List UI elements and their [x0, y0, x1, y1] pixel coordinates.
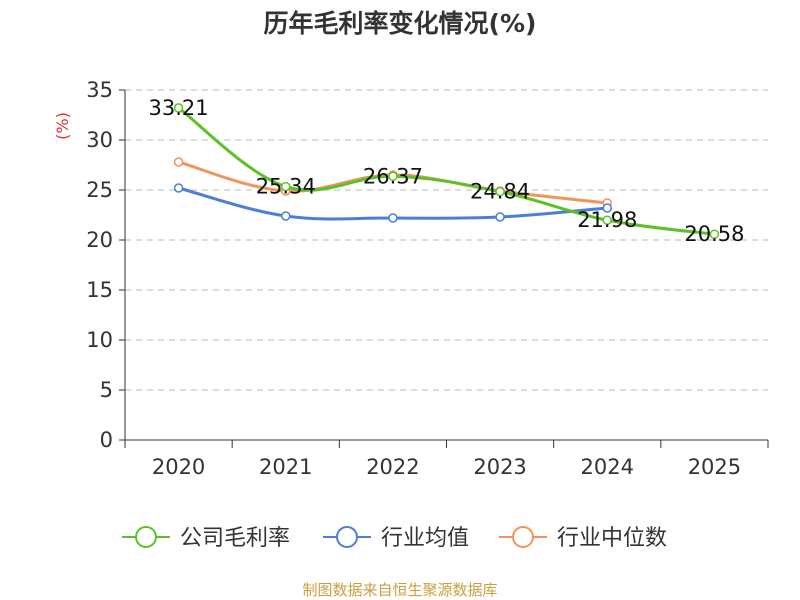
data-point [388, 213, 398, 223]
x-tick-label: 2023 [473, 455, 526, 479]
y-tick-label: 10 [86, 328, 113, 352]
data-point [709, 229, 720, 239]
legend-label: 行业均值 [381, 526, 469, 551]
series-line [177, 106, 716, 236]
legend-item: 公司毛利率 [122, 526, 290, 551]
x-tick-label: 2022 [366, 455, 419, 479]
y-tick-label: 30 [86, 128, 113, 152]
series-1 [173, 183, 612, 223]
x-tick-label: 2024 [581, 455, 634, 479]
data-label: 25.34 [256, 175, 316, 199]
x-tick-label: 2021 [259, 455, 312, 479]
data-point [388, 171, 398, 182]
data-label: 20.58 [684, 222, 744, 246]
y-axis-label: (%) [53, 112, 72, 140]
legend-item: 行业均值 [323, 526, 469, 551]
footer-source: 制图数据来自恒生聚源数据库 [302, 581, 498, 599]
data-point [281, 181, 291, 192]
series-0 [173, 103, 720, 239]
y-tick-label: 20 [86, 228, 113, 252]
data-point [495, 212, 505, 222]
data-point [281, 211, 291, 221]
data-label: 24.84 [470, 180, 530, 204]
series-lines [173, 103, 720, 239]
legend-label: 公司毛利率 [180, 526, 290, 551]
data-point [602, 203, 612, 213]
y-tick-label: 5 [100, 378, 113, 402]
legend-label: 行业中位数 [557, 526, 667, 551]
y-tick-label: 15 [86, 278, 113, 302]
data-labels: 33.21 25.34 26.37 24.84 21.98 20.58 [149, 96, 745, 246]
legend-marker [512, 526, 534, 548]
grid-lines [125, 89, 768, 391]
x-tick-label: 2020 [152, 455, 205, 479]
y-tick-label: 25 [86, 178, 113, 202]
legend: 公司毛利率 行业均值 行业中位数 [122, 526, 667, 551]
legend-marker [135, 526, 157, 548]
data-label: 33.21 [149, 96, 209, 120]
legend-marker [336, 526, 358, 548]
data-point [173, 183, 184, 193]
legend-item: 行业中位数 [499, 526, 667, 551]
data-point [602, 215, 612, 225]
data-point [173, 103, 184, 113]
data-label: 26.37 [363, 164, 423, 188]
data-point [495, 186, 505, 197]
y-tick-label: 35 [86, 78, 113, 102]
y-tick-label: 0 [100, 428, 113, 452]
chart-title: 历年毛利率变化情况(%) [263, 9, 537, 38]
data-point [173, 157, 184, 167]
x-tick-label: 2025 [688, 455, 741, 479]
data-label: 21.98 [577, 208, 637, 232]
